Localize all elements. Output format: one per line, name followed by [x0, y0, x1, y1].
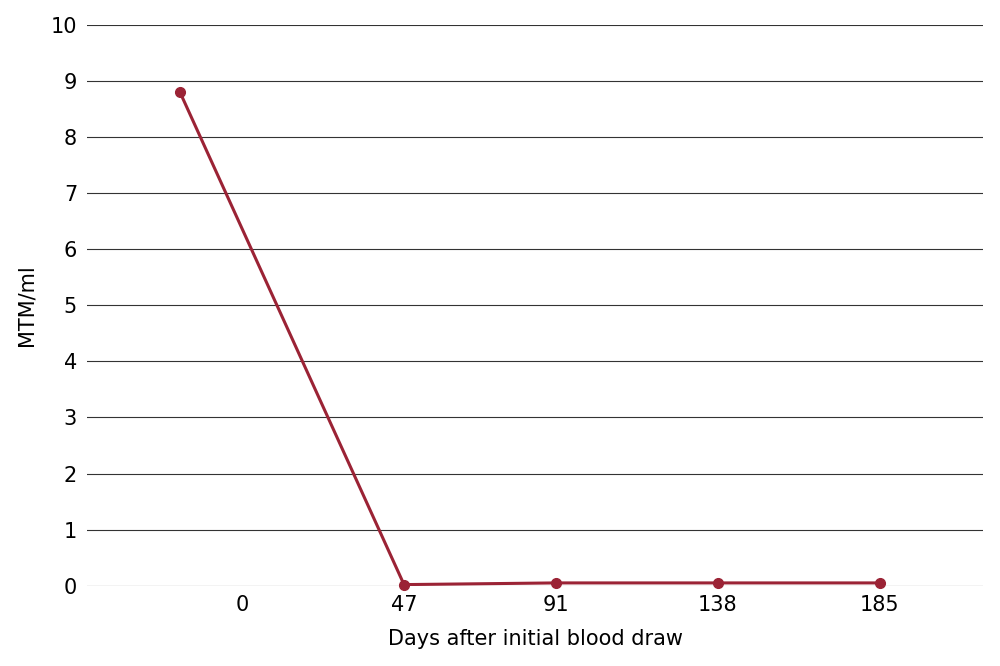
Point [172, 87, 188, 97]
X-axis label: Days after initial blood draw: Days after initial blood draw [388, 629, 683, 649]
Point [396, 579, 412, 590]
Point [872, 577, 888, 588]
Point [710, 577, 726, 588]
Y-axis label: MTM/ml: MTM/ml [17, 264, 37, 346]
Point [548, 577, 564, 588]
